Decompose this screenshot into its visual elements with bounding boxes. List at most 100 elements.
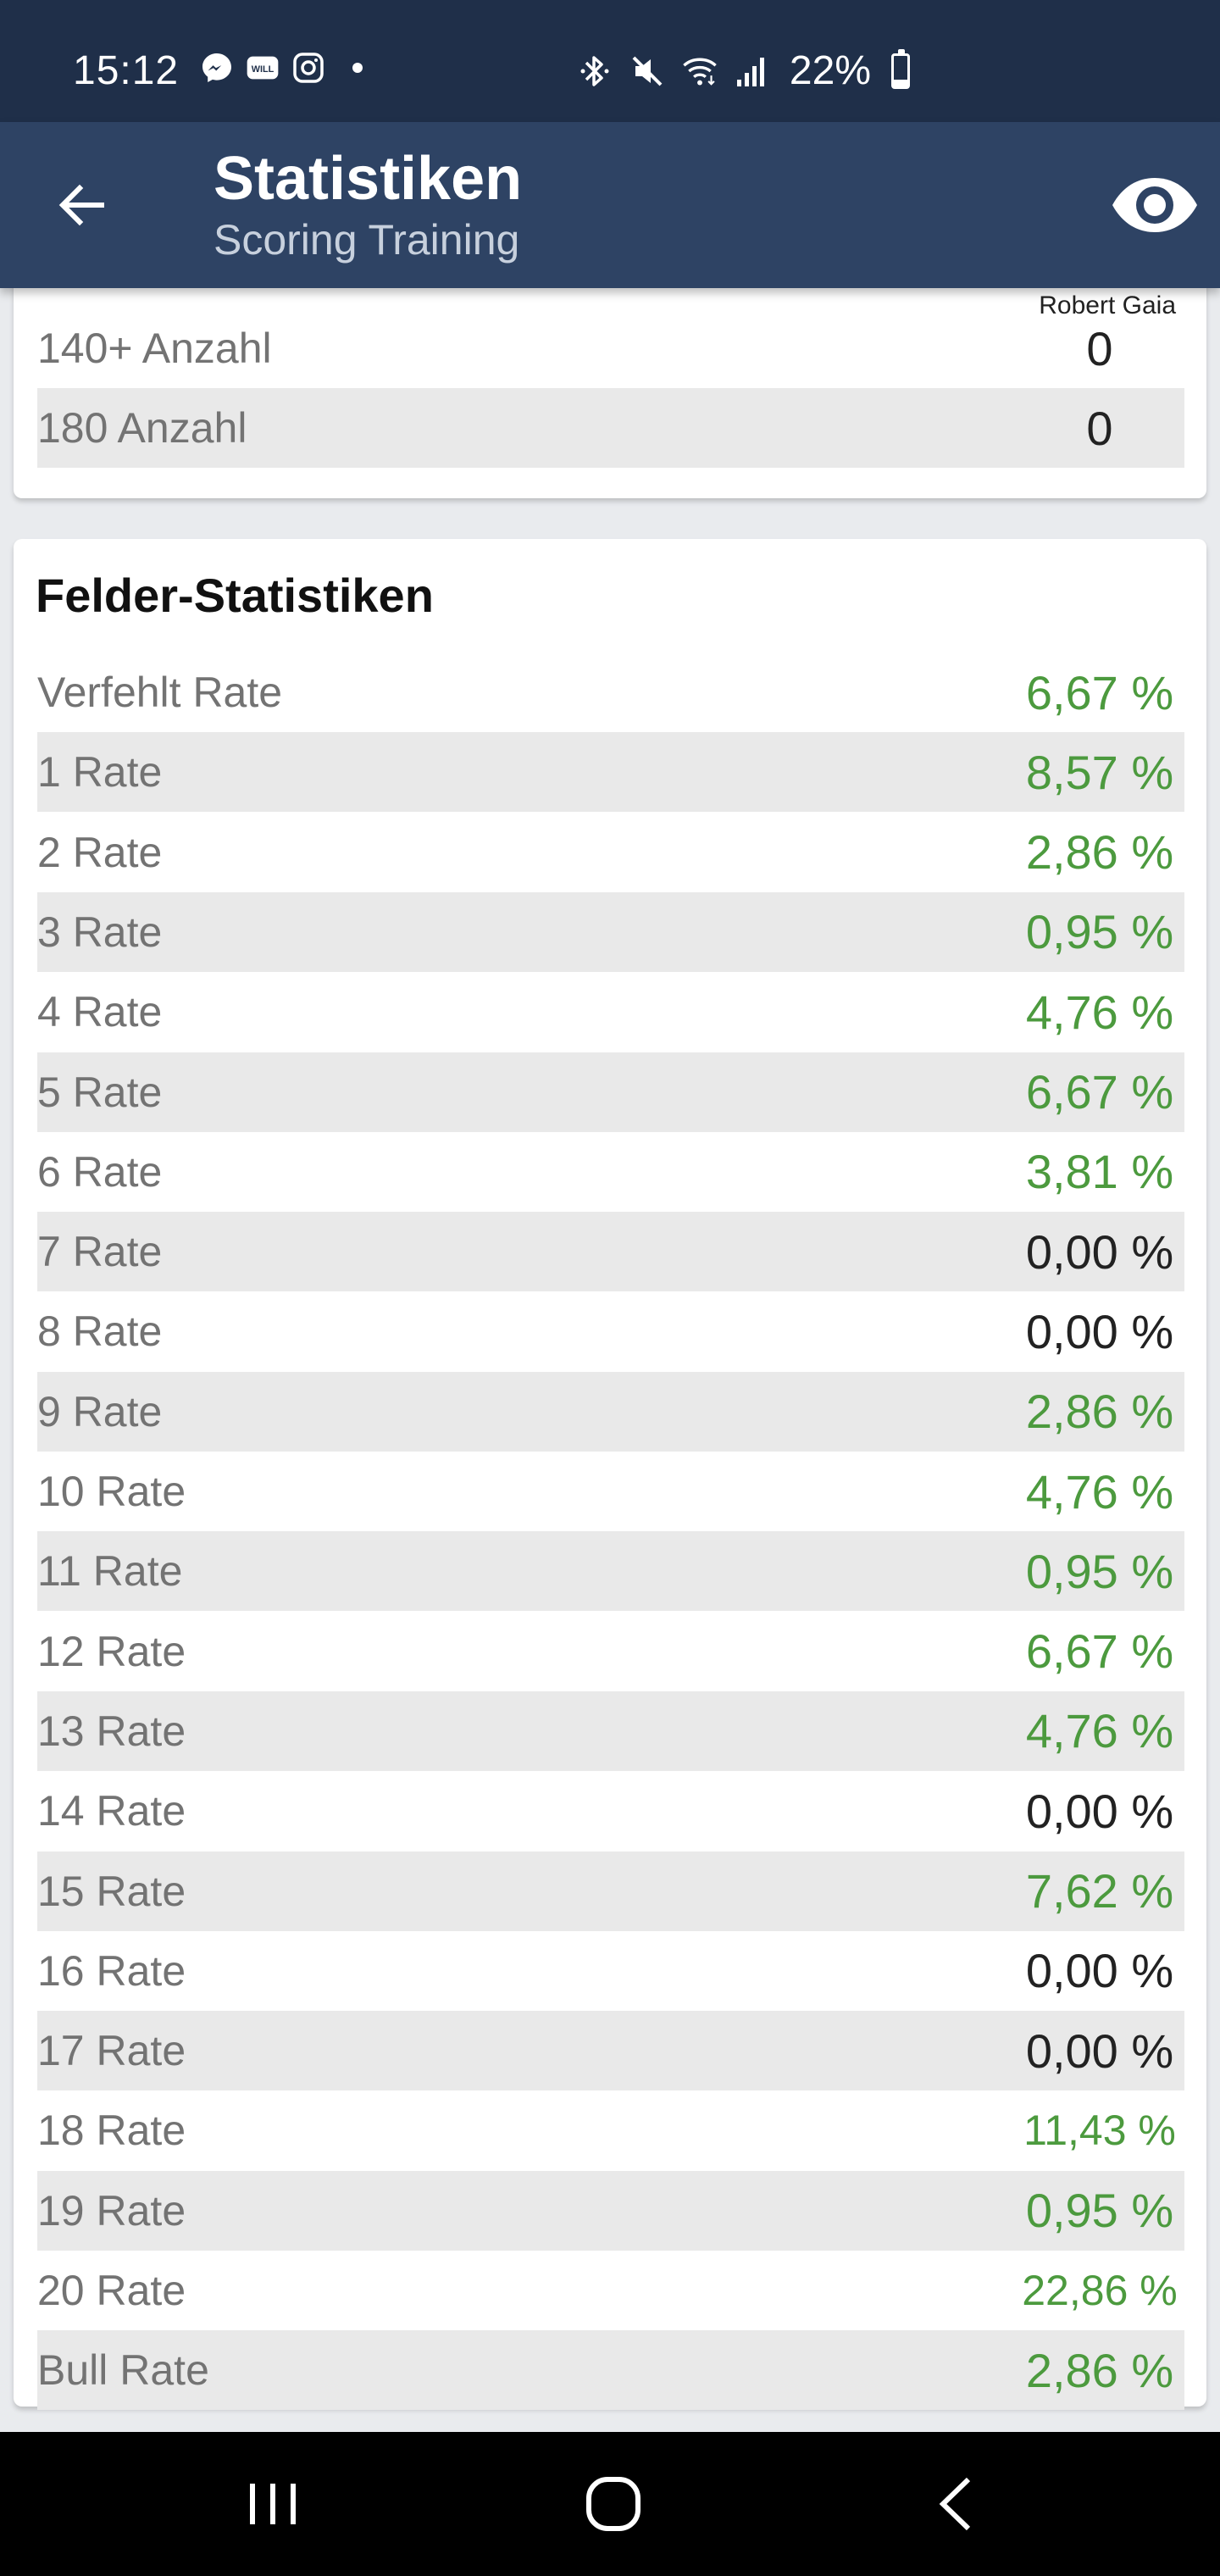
field-stat-row: 19 Rate 0,95 % — [37, 2170, 1184, 2251]
nav-back-button[interactable] — [905, 2466, 1006, 2542]
recent-apps-button[interactable] — [222, 2466, 324, 2542]
svg-text:WILL: WILL — [252, 64, 274, 75]
back-button[interactable] — [46, 169, 117, 241]
fields-stats-card: Felder-Statistiken Verfehlt Rate 6,67 % 1 … — [14, 539, 1206, 2411]
field-stat-value: 0,00 % — [1025, 1784, 1174, 1838]
field-stat-label: 7 Rate — [37, 1228, 163, 1276]
stat-row-140-plus: 140+ Anzahl 0 — [37, 308, 1184, 388]
field-stat-value: 0,00 % — [1025, 1304, 1174, 1358]
page-subtitle: Scoring Training — [214, 216, 520, 264]
wifi-icon — [681, 53, 718, 90]
field-stat-label: 3 Rate — [37, 908, 163, 956]
signal-icon — [734, 53, 771, 90]
field-stat-row: 5 Rate 6,67 % — [37, 1052, 1184, 1132]
player-name-header: Robert Gaia — [1039, 291, 1176, 319]
field-stat-label: 2 Rate — [37, 828, 163, 876]
field-stat-label: Bull Rate — [37, 2346, 209, 2395]
status-right-icons: 22% — [576, 47, 910, 94]
home-icon — [586, 2477, 640, 2531]
field-stat-label: 10 Rate — [37, 1468, 186, 1515]
field-stat-label: 20 Rate — [37, 2267, 186, 2314]
field-stat-row: 16 Rate 0,00 % — [37, 1931, 1184, 2011]
field-stat-value: 0,00 % — [1025, 1224, 1174, 1279]
field-stat-value: 0,95 % — [1025, 1544, 1174, 1598]
field-stat-row: 15 Rate 7,62 % — [37, 1851, 1184, 1931]
field-stat-value: 7,62 % — [1025, 1864, 1174, 1918]
bluetooth-icon — [576, 53, 613, 90]
field-stat-row: 7 Rate 0,00 % — [37, 1212, 1184, 1292]
field-stat-value: 6,67 % — [1025, 665, 1174, 719]
field-stat-row: 13 Rate 4,76 % — [37, 1690, 1184, 1771]
field-stat-row: 18 Rate 11,43 % — [37, 2090, 1184, 2170]
field-stat-row: 4 Rate 4,76 % — [37, 972, 1184, 1052]
stats-content[interactable]: 140+ Anzahl 0 180 Anzahl 0 Robert Gaia F… — [0, 288, 1220, 2432]
eye-icon — [1112, 178, 1197, 232]
stat-label: 140+ Anzahl — [37, 325, 272, 372]
field-stat-value: 8,57 % — [1025, 745, 1174, 799]
field-stat-value: 0,00 % — [1025, 1944, 1174, 1998]
back-icon — [939, 2477, 971, 2531]
field-stat-value: 2,86 % — [1025, 2343, 1174, 2397]
field-stat-label: 13 Rate — [37, 1707, 186, 1755]
field-stat-value: 6,67 % — [1025, 1624, 1174, 1679]
field-stat-label: 6 Rate — [37, 1147, 163, 1196]
field-stat-row: Verfehlt Rate 6,67 % — [37, 652, 1184, 732]
status-left-icons: WILL — [200, 51, 363, 85]
instagram-icon — [291, 51, 325, 85]
messenger-icon — [200, 51, 234, 85]
field-stat-label: 14 Rate — [37, 1787, 186, 1835]
status-time: 15:12 — [73, 48, 180, 93]
section-title: Felder-Statistiken — [36, 569, 434, 622]
field-stat-row: 17 Rate 0,00 % — [37, 2011, 1184, 2091]
field-stat-row: 8 Rate 0,00 % — [37, 1291, 1184, 1371]
field-stat-row: 6 Rate 3,81 % — [37, 1132, 1184, 1212]
home-button[interactable] — [563, 2466, 664, 2542]
field-stat-row: 12 Rate 6,67 % — [37, 1612, 1184, 1691]
field-stat-value: 22,86 % — [1022, 2267, 1178, 2314]
stat-value: 0 — [1086, 401, 1113, 455]
field-stat-label: 4 Rate — [37, 988, 163, 1036]
field-stat-value: 6,67 % — [1025, 1065, 1174, 1119]
field-stat-row: 14 Rate 0,00 % — [37, 1771, 1184, 1851]
will-icon: WILL — [246, 51, 280, 85]
field-stat-value: 11,43 % — [1023, 2107, 1176, 2155]
battery-percent: 22% — [789, 48, 871, 93]
field-stat-row: 1 Rate 8,57 % — [37, 732, 1184, 813]
visibility-button[interactable] — [1108, 163, 1201, 247]
field-stat-value: 4,76 % — [1025, 1704, 1174, 1758]
field-stat-label: 8 Rate — [37, 1307, 163, 1356]
battery-icon — [891, 48, 910, 89]
arrow-left-icon — [58, 184, 104, 226]
field-stat-value: 2,86 % — [1025, 1385, 1174, 1439]
field-stat-row: 10 Rate 4,76 % — [37, 1452, 1184, 1531]
field-stat-row: 20 Rate 22,86 % — [37, 2251, 1184, 2330]
field-stat-value: 4,76 % — [1025, 985, 1174, 1039]
field-stat-label: 15 Rate — [37, 1867, 186, 1915]
field-stat-value: 2,86 % — [1025, 825, 1174, 880]
field-stat-label: 18 Rate — [37, 2107, 186, 2155]
field-stat-value: 0,00 % — [1025, 2024, 1174, 2078]
field-stat-value: 4,76 % — [1025, 1464, 1174, 1518]
field-stat-label: 9 Rate — [37, 1387, 163, 1435]
stat-label: 180 Anzahl — [37, 404, 247, 452]
field-stat-row: Bull Rate 2,86 % — [37, 2330, 1184, 2411]
field-stat-label: 5 Rate — [37, 1068, 163, 1116]
field-stat-label: 17 Rate — [37, 2027, 186, 2075]
count-stats-card: 140+ Anzahl 0 180 Anzahl 0 — [14, 288, 1206, 498]
field-stat-row: 9 Rate 2,86 % — [37, 1371, 1184, 1452]
field-stat-row: 11 Rate 0,95 % — [37, 1531, 1184, 1612]
field-stat-label: Verfehlt Rate — [37, 669, 283, 716]
mute-icon — [629, 53, 666, 90]
field-stat-value: 0,95 % — [1025, 2184, 1174, 2238]
field-stat-row: 3 Rate 0,95 % — [37, 891, 1184, 972]
field-stat-label: 1 Rate — [37, 748, 163, 797]
field-stat-label: 11 Rate — [37, 1547, 183, 1596]
page-title: Statistiken — [214, 145, 523, 213]
app-bar: Statistiken Scoring Training — [0, 122, 1220, 288]
field-stat-value: 0,95 % — [1025, 905, 1174, 959]
field-stat-label: 16 Rate — [37, 1946, 186, 1995]
stat-row-180: 180 Anzahl 0 — [37, 388, 1184, 468]
system-nav-bar — [0, 2432, 1220, 2576]
notification-dot — [352, 63, 363, 73]
field-stat-label: 12 Rate — [37, 1627, 186, 1675]
